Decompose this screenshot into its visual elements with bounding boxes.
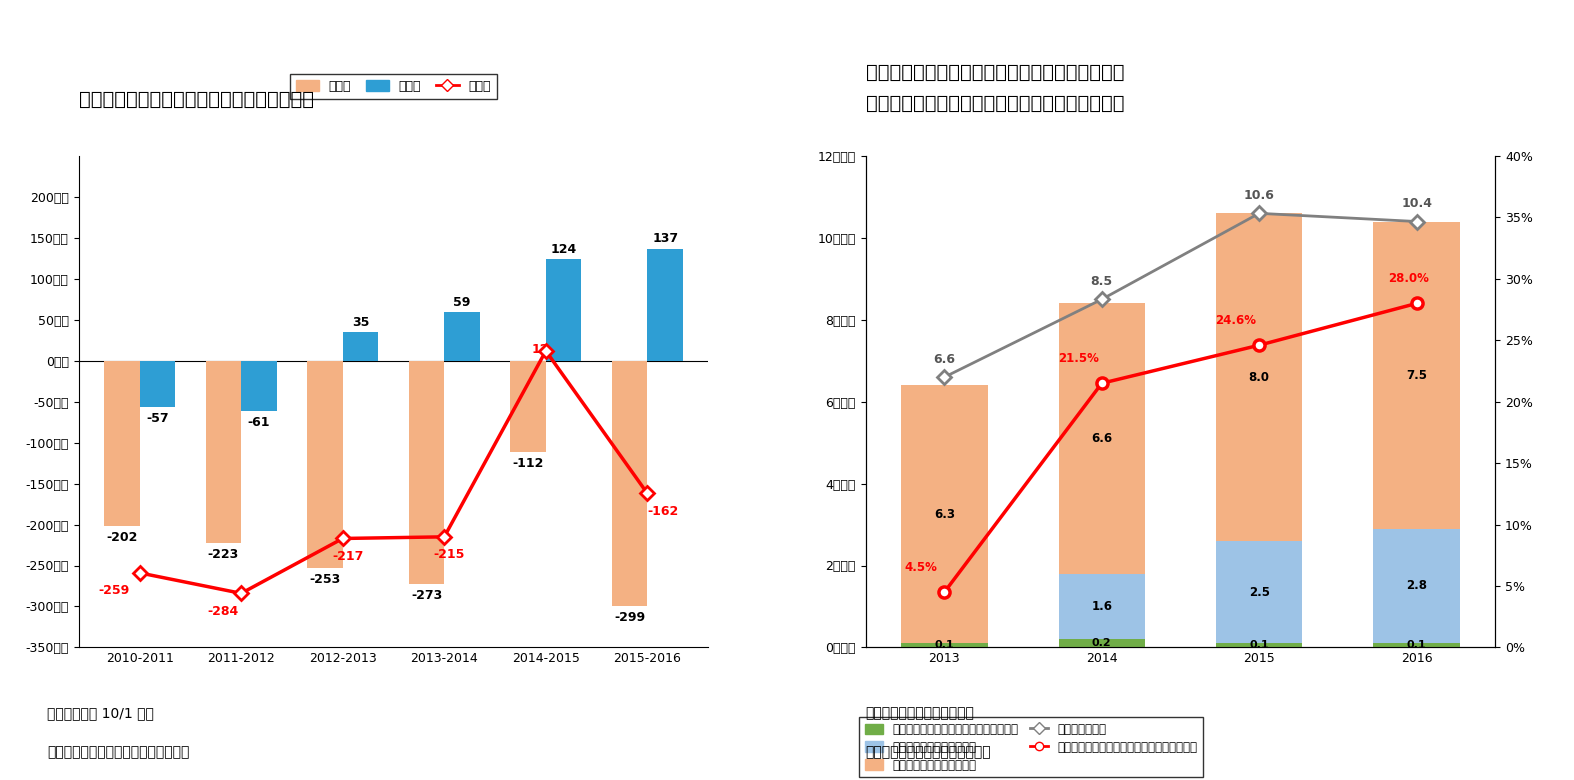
Bar [902,385,988,644]
Text: 10.4: 10.4 [1401,197,1432,210]
Text: -215: -215 [434,548,464,562]
Text: 図表２　東京都の日本人・外国人別世帯増加数と: 図表２ 東京都の日本人・外国人別世帯増加数と [866,63,1124,82]
Text: -223: -223 [208,548,239,562]
Text: 8.0: 8.0 [1248,370,1270,384]
Text: （出所）　東京都「人口の動き」: （出所） 東京都「人口の動き」 [866,745,992,759]
Bar [1059,574,1146,640]
Text: 0.2: 0.2 [1092,638,1111,648]
Text: -253: -253 [310,573,340,586]
Text: -284: -284 [208,604,239,618]
Bar [1217,214,1303,541]
Text: 図表１　国内の日本人・外国人別人口増加数: 図表１ 国内の日本人・外国人別人口増加数 [79,90,313,109]
Text: 外国人のみ及び複数国籍世帯増加数の占める比率: 外国人のみ及び複数国籍世帯増加数の占める比率 [866,94,1124,113]
Text: 1.6: 1.6 [1091,600,1113,613]
Text: -162: -162 [647,505,678,518]
Bar [1374,644,1461,647]
Text: -299: -299 [614,611,645,623]
Text: 6.6: 6.6 [933,353,955,366]
Text: 2.5: 2.5 [1248,586,1270,598]
Text: 137: 137 [652,232,678,245]
Text: -202: -202 [105,531,137,544]
Bar [510,360,546,452]
Bar [409,360,444,584]
Bar [1059,640,1146,647]
Bar [1059,303,1146,574]
Legend: 日本人と外国人の複数国籍世帯　増加数, 外国人のみの世帯　増加数, 日本人のみの世帯　増加数, 総世帯　増加数, 外国人のみ及び複数国籍世帯　増加数構成比: 日本人と外国人の複数国籍世帯 増加数, 外国人のみの世帯 増加数, 日本人のみの… [859,717,1203,778]
Bar [612,360,647,605]
Text: 0.1: 0.1 [1250,640,1269,651]
Bar [647,249,683,360]
Text: 6.6: 6.6 [1091,432,1113,445]
Text: 10.6: 10.6 [1243,189,1275,202]
Text: 6.3: 6.3 [933,508,955,521]
Bar [1374,222,1461,529]
Text: 21.5%: 21.5% [1058,352,1099,365]
Text: （注）　各年 10/1 時点: （注） 各年 10/1 時点 [47,706,154,720]
Text: 35: 35 [353,316,370,329]
Text: 59: 59 [453,296,471,309]
Text: 0.1: 0.1 [1407,640,1426,651]
Text: 24.6%: 24.6% [1215,314,1256,327]
Text: -61: -61 [247,416,271,429]
Bar [241,360,277,411]
Bar [1374,529,1461,644]
Text: 124: 124 [551,243,576,256]
Text: 8.5: 8.5 [1091,275,1113,288]
Text: -259: -259 [99,584,131,597]
Text: （注）　各年一年間の増加数: （注） 各年一年間の増加数 [866,706,974,720]
Text: -57: -57 [146,413,168,425]
Bar [206,360,241,544]
Text: （出所）　総務省統計局「人口推計」: （出所） 総務省統計局「人口推計」 [47,745,189,759]
Bar [140,360,175,407]
Text: 7.5: 7.5 [1406,369,1428,381]
Legend: 日本人, 外国人, 総人口: 日本人, 外国人, 総人口 [290,74,497,99]
Text: 28.0%: 28.0% [1388,272,1429,285]
Bar [444,313,480,360]
Bar [546,259,581,360]
Text: -217: -217 [332,550,364,563]
Text: 12: 12 [532,342,549,356]
Bar [902,644,988,647]
Text: 2.8: 2.8 [1406,580,1428,593]
Bar [1217,541,1303,644]
Text: -273: -273 [411,589,442,602]
Bar [343,332,378,360]
Bar [104,360,140,526]
Text: -112: -112 [513,457,543,470]
Bar [307,360,343,568]
Text: 4.5%: 4.5% [905,561,937,574]
Text: 0.1: 0.1 [935,640,954,651]
Bar [1217,644,1303,647]
